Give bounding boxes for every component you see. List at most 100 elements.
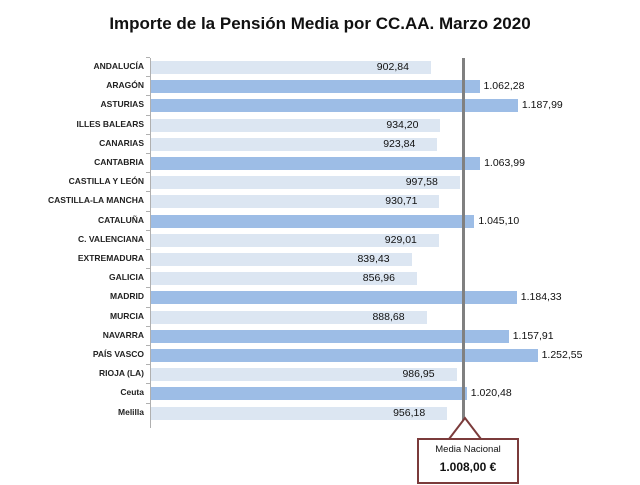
category-label: ILLES BALEARS <box>76 118 144 129</box>
category-label: CATALUÑA <box>98 214 144 225</box>
category-label: Melilla <box>118 406 144 417</box>
category-label: Ceuta <box>120 387 144 398</box>
axis-tick <box>146 133 150 135</box>
bar-row: RIOJA (LA) 986,95 <box>0 364 640 384</box>
category-axis <box>150 58 151 428</box>
axis-tick <box>146 364 150 366</box>
value-label: 1.063,99 <box>484 157 525 169</box>
category-label: CASTILLA-LA MANCHA <box>47 195 144 206</box>
value-label: 1.184,33 <box>520 291 562 304</box>
axis-tick <box>146 210 150 212</box>
bar-row: EXTREMADURA 839,43 <box>0 249 640 269</box>
value-label: 930,71 <box>385 195 418 208</box>
bar <box>151 310 427 324</box>
bar-row: Ceuta 1.020,48 <box>0 383 640 403</box>
value-label: 1.252,55 <box>541 349 583 361</box>
bar <box>151 406 448 420</box>
value-label: 888,68 <box>372 310 405 323</box>
category-label: RIOJA (LA) <box>98 368 144 379</box>
axis-tick <box>146 325 150 327</box>
bar <box>151 176 460 190</box>
value-label: 1.157,91 <box>512 329 554 342</box>
bar-row: MURCIA 888,68 <box>0 306 640 327</box>
value-label: 934,20 <box>386 118 419 131</box>
category-label: GALICIA <box>109 272 144 283</box>
bar-row: ILLES BALEARS 934,20 <box>0 114 640 135</box>
bar <box>151 329 509 343</box>
axis-tick <box>146 57 150 58</box>
value-label: 1.020,48 <box>470 387 512 400</box>
category-label: ARAGÓN <box>106 80 144 91</box>
bar <box>151 349 538 362</box>
axis-tick <box>146 345 150 346</box>
national-mean-line <box>462 58 465 423</box>
bar <box>151 253 412 266</box>
bar <box>151 118 441 132</box>
category-label: CANTABRIA <box>94 157 144 167</box>
bar <box>151 137 438 151</box>
bar <box>151 80 480 94</box>
bar <box>151 387 467 401</box>
national-mean-callout: Media Nacional 1.008,00 € <box>417 438 519 484</box>
bar <box>151 233 439 247</box>
category-label: PAÍS VASCO <box>92 349 144 359</box>
chart-title: Importe de la Pensión Media por CC.AA. M… <box>109 14 531 33</box>
bar <box>151 368 457 382</box>
category-label: C. VALENCIANA <box>78 233 144 244</box>
value-label: 1.187,99 <box>521 99 563 112</box>
value-label: 856,96 <box>362 272 395 285</box>
category-label: NAVARRA <box>102 329 144 340</box>
category-label: MADRID <box>110 291 144 302</box>
bar <box>151 291 517 305</box>
axis-tick <box>146 287 150 289</box>
bar-row: CASTILLA Y LEÓN 997,58 <box>0 172 640 192</box>
callout-value: 1.008,00 € <box>439 460 497 474</box>
bar-row: CANARIAS 923,84 <box>0 133 640 154</box>
axis-tick <box>146 383 150 385</box>
axis-tick <box>146 172 150 174</box>
axis-tick <box>146 95 150 97</box>
bar-row: CASTILLA-LA MANCHA 930,71 <box>0 191 640 211</box>
value-label: 1.045,10 <box>478 214 520 227</box>
value-label: 986,95 <box>402 368 435 381</box>
bar <box>151 99 518 113</box>
bar-row: ASTURIAS 1.187,99 <box>0 95 640 115</box>
bar-row: CANTABRIA 1.063,99 <box>0 153 640 173</box>
category-label: CASTILLA Y LEÓN <box>68 176 144 187</box>
bar-row: Melilla 956,18 <box>0 402 640 423</box>
value-label: 956,18 <box>393 406 426 419</box>
axis-tick <box>146 76 150 78</box>
bar-row: ANDALUCÍA 902,84 <box>0 57 640 77</box>
value-label: 902,84 <box>376 61 409 73</box>
axis-tick <box>146 249 150 250</box>
axis-tick <box>146 402 150 404</box>
bar-row: NAVARRA 1.157,91 <box>0 325 640 346</box>
bar-row: C. VALENCIANA 929,01 <box>0 229 640 250</box>
bar-row: CATALUÑA 1.045,10 <box>0 210 640 231</box>
bar <box>151 214 475 228</box>
bar-row: MADRID 1.184,33 <box>0 287 640 307</box>
category-label: ANDALUCÍA <box>93 61 144 71</box>
axis-tick <box>146 229 150 231</box>
callout-label: Media Nacional <box>435 444 501 455</box>
value-label: 923,84 <box>383 137 416 150</box>
category-label: ASTURIAS <box>100 99 144 110</box>
bar <box>151 272 417 286</box>
bar <box>151 195 440 209</box>
bar-row: PAÍS VASCO 1.252,55 <box>0 345 640 365</box>
bar-row: GALICIA 856,96 <box>0 268 640 288</box>
axis-tick <box>146 114 150 116</box>
value-label: 839,43 <box>357 253 390 265</box>
value-label: 1.062,28 <box>483 80 525 93</box>
axis-tick <box>146 191 150 193</box>
bar <box>151 157 481 170</box>
axis-tick <box>146 153 150 154</box>
bar <box>151 61 431 74</box>
category-label: EXTREMADURA <box>77 253 144 263</box>
value-label: 997,58 <box>405 176 438 189</box>
axis-tick <box>146 268 150 270</box>
value-label: 929,01 <box>384 233 417 246</box>
category-label: CANARIAS <box>99 137 144 148</box>
category-label: MURCIA <box>110 310 144 321</box>
